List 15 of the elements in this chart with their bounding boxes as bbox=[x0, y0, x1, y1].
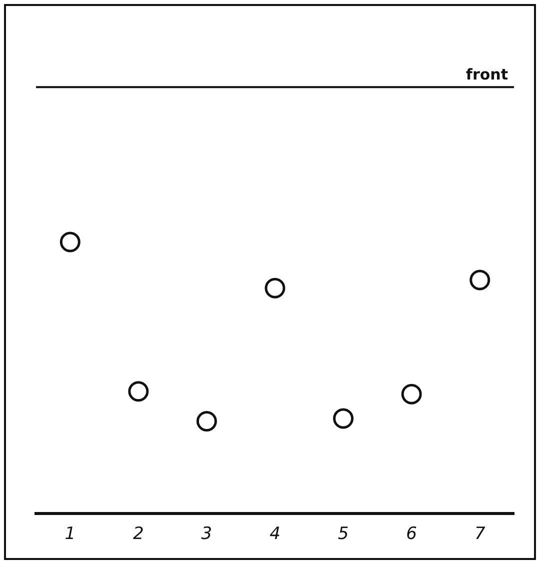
x-tick-label: 4 bbox=[270, 524, 280, 544]
point bbox=[60, 232, 80, 252]
x-tick-label: 1 bbox=[64, 524, 76, 544]
point bbox=[470, 270, 490, 290]
x-tick-label: 2 bbox=[133, 524, 144, 544]
x-tick-label: 5 bbox=[338, 524, 349, 544]
ref-line-label: front bbox=[466, 66, 508, 84]
point bbox=[333, 408, 354, 429]
point bbox=[196, 411, 217, 432]
point bbox=[128, 381, 149, 402]
x-tick-label: 6 bbox=[406, 524, 418, 544]
point bbox=[264, 278, 286, 298]
point bbox=[401, 384, 422, 404]
x-tick-label: 7 bbox=[474, 524, 486, 544]
x-tick-label: 3 bbox=[201, 524, 212, 544]
